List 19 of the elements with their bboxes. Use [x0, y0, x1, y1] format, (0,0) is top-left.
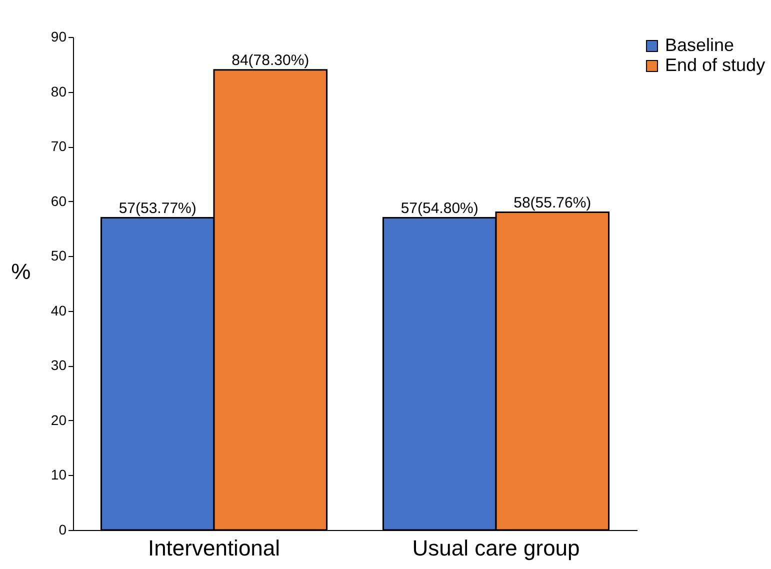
y-tick-label: 50 [50, 248, 67, 264]
data-label: 58(55.76%) [514, 194, 592, 212]
y-tick-label: 80 [50, 83, 67, 100]
y-tick-label: 10 [50, 466, 67, 483]
data-label: 57(53.77%) [118, 200, 196, 217]
y-tick-label: 70 [50, 138, 67, 154]
x-tick-label: Interventional [148, 536, 280, 560]
y-tick-label: 40 [50, 302, 67, 318]
legend-label: End of study [665, 55, 766, 75]
y-tick-label: 30 [50, 357, 67, 374]
x-tick-label: Usual care group [412, 536, 580, 560]
y-tick-label: 90 [50, 28, 67, 44]
y-tick-label: 60 [50, 192, 67, 209]
y-tick-label: 0 [58, 522, 67, 538]
y-tick-label: 20 [50, 412, 67, 428]
legend-label: Baseline [665, 35, 734, 55]
data-label: 84(78.30%) [232, 52, 310, 69]
data-label: 57(54.80%) [400, 200, 478, 217]
y-axis-title: % [11, 259, 31, 284]
